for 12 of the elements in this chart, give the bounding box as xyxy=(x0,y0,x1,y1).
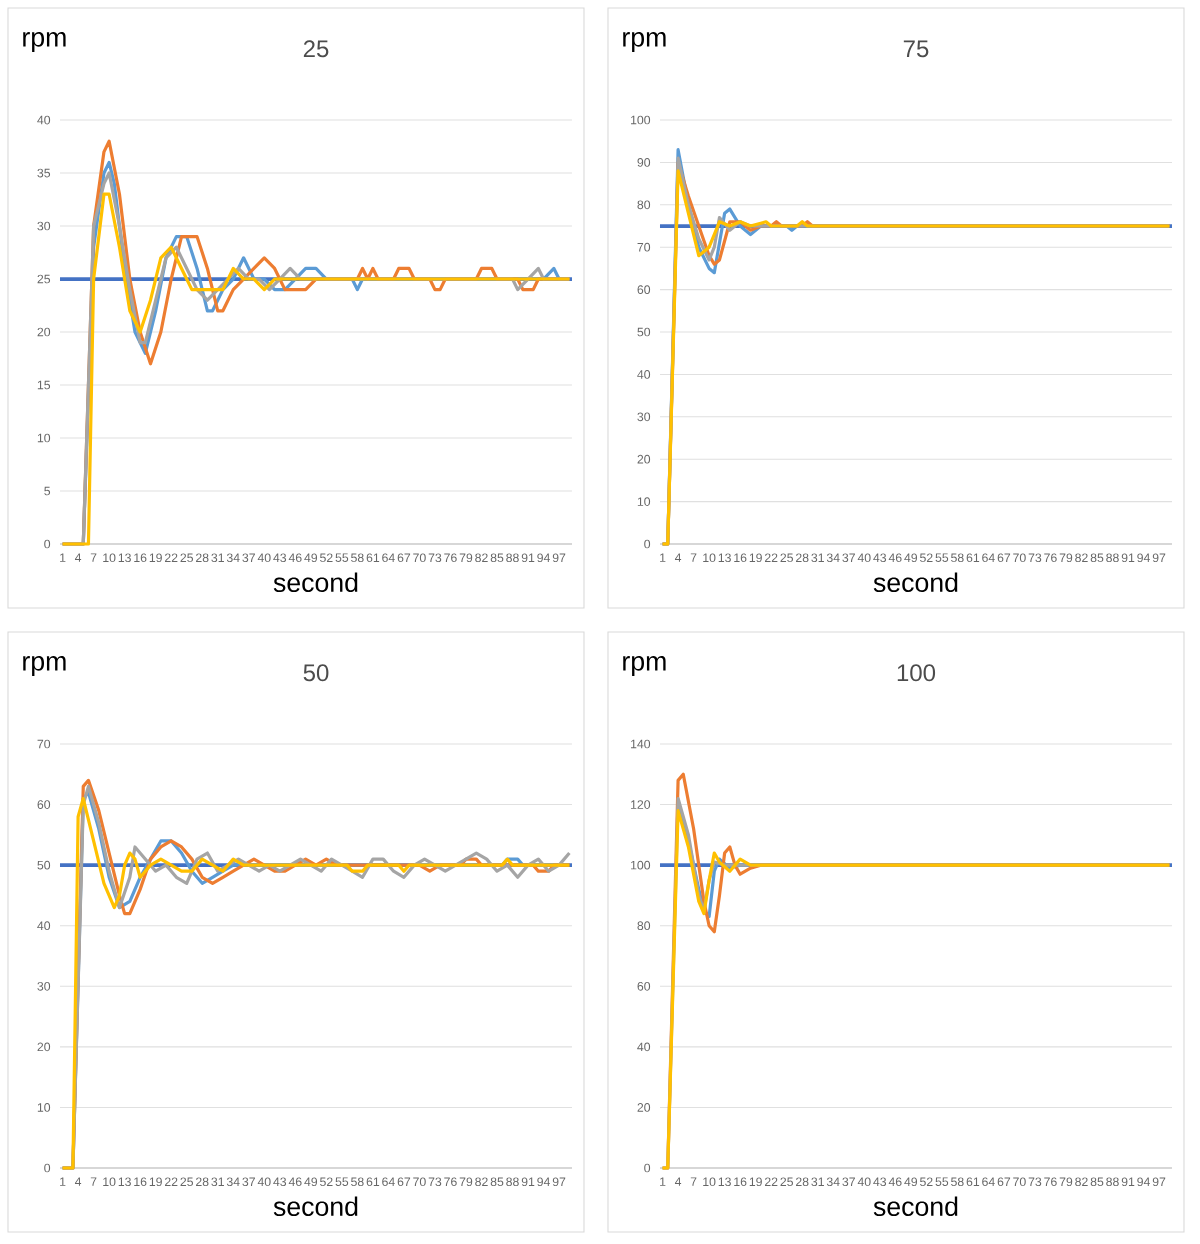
y-axis-title: rpm xyxy=(23,656,66,676)
chart-title: 100 xyxy=(897,664,936,682)
chart-title: 25 xyxy=(303,40,329,58)
x-axis-title: second xyxy=(273,1196,358,1216)
chart-title: 50 xyxy=(303,664,329,682)
chart-title: 75 xyxy=(903,40,929,58)
y-axis-title: rpm xyxy=(23,32,66,52)
y-axis-title: rpm xyxy=(623,32,666,52)
x-axis-title: second xyxy=(873,572,958,592)
x-axis-title: second xyxy=(873,1196,958,1216)
x-axis-title: second xyxy=(273,572,358,592)
y-axis-title: rpm xyxy=(623,656,666,676)
